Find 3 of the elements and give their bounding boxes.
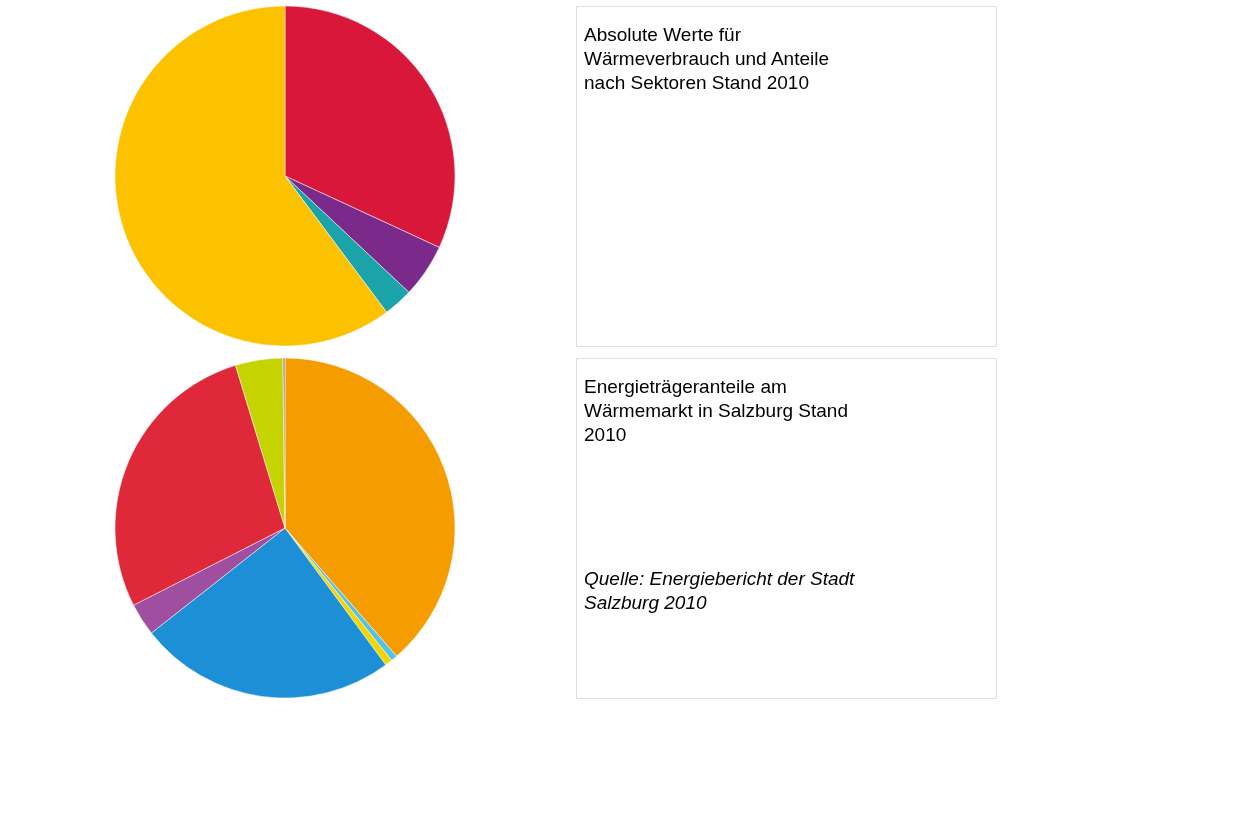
source-note: Quelle: Energiebericht der Stadt Salzburg 2010 (584, 568, 856, 613)
text: Energieträgeranteile am Wärmemarkt in Salzburg Stand 2010 (584, 376, 848, 445)
text: Absolute Werte für Wärmeverbrauch und Anteile nach Sektoren Stand 2010 (584, 24, 830, 93)
